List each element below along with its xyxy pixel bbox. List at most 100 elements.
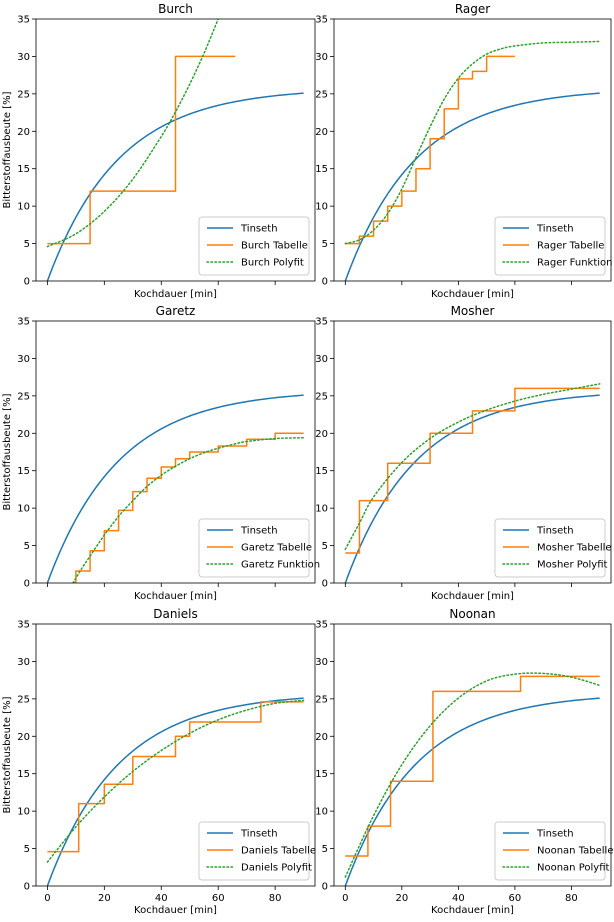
panel-garetz: Garetz 0 5 10 15 20 25 30 35 Kochdauer [min] Bitte…: [2, 304, 320, 602]
y-tick-label: 30: [17, 52, 30, 63]
plot-frame: [35, 18, 316, 282]
legend-label: Rager Tabelle: [537, 241, 604, 252]
series-rager-funktion: [344, 40, 601, 245]
legend-label: Burch Tabelle: [241, 241, 308, 252]
plot-frame: [333, 623, 612, 887]
x-tick-label: 0: [44, 893, 50, 904]
y-tick-label: 25: [17, 391, 30, 402]
panel-title: Burch: [158, 2, 193, 16]
y-tick-label: 25: [315, 391, 328, 402]
x-tick-label: 20: [98, 893, 111, 904]
y-tick-label: 20: [315, 127, 328, 138]
legend-label: Mosher Tabelle: [537, 543, 612, 554]
y-tick-label: 0: [322, 277, 328, 288]
plot-frame: [333, 320, 612, 584]
plot-frame: [35, 320, 316, 584]
y-tick-label: 15: [315, 164, 328, 175]
y-tick-label: 10: [315, 807, 328, 818]
plot-frame: [333, 18, 612, 282]
series-mosher-tabelle: [345, 387, 600, 554]
y-tick-label: 5: [322, 541, 328, 552]
series-noonan-tabelle: [345, 675, 600, 857]
series-tinseth: [46, 394, 304, 583]
series-rager-tabelle: [345, 55, 515, 245]
legend-label: Tinseth: [240, 829, 278, 840]
series-burch-polyfit: [46, 19, 219, 248]
y-tick-label: 25: [17, 694, 30, 705]
x-tick-label: 20: [395, 893, 408, 904]
legend: Tinseth Noonan Tabelle Noonan Polyfit: [494, 821, 614, 881]
y-tick-label: 35: [17, 620, 30, 631]
x-tick-label: 80: [565, 893, 578, 904]
y-tick-label: 35: [315, 15, 328, 26]
legend-label: Tinseth: [536, 829, 574, 840]
y-tick-label: 15: [315, 466, 328, 477]
y-tick-label: 25: [315, 694, 328, 705]
y-tick-label: 15: [315, 769, 328, 780]
panel-title: Mosher: [451, 304, 495, 318]
x-tick-label: 40: [452, 893, 465, 904]
legend-label: Daniels Polyfit: [241, 863, 312, 874]
series-tinseth: [344, 697, 600, 886]
y-tick-label: 0: [24, 277, 30, 288]
panel-mosher: Mosher 0 5 10 15 20 25 30 35 Kochdauer [min] Tinse…: [315, 304, 611, 602]
y-tick-label: 5: [322, 239, 328, 250]
y-tick-label: 5: [24, 239, 30, 250]
y-tick-label: 5: [24, 541, 30, 552]
y-tick-label: 30: [315, 657, 328, 668]
legend-label: Tinseth: [536, 526, 574, 537]
y-axis-label: Bitterstoffausbeute [%]: [2, 393, 13, 510]
y-tick-label: 0: [24, 579, 30, 590]
panel-rager: Rager 0 5 10 15 20 25 30 35 Kochdauer [min] Tinset…: [315, 2, 612, 300]
y-tick-label: 0: [24, 882, 30, 893]
series-garetz-tabelle: [73, 432, 304, 583]
y-tick-label: 20: [17, 127, 30, 138]
series-noonan-polyfit: [344, 672, 601, 878]
y-tick-label: 25: [315, 89, 328, 100]
panel-title: Rager: [455, 2, 490, 16]
legend-label: Garetz Funktion: [241, 560, 320, 571]
y-tick-label: 35: [315, 620, 328, 631]
y-tick-label: 20: [17, 732, 30, 743]
y-tick-label: 20: [315, 429, 328, 440]
y-tick-label: 10: [17, 504, 30, 515]
series-daniels-tabelle: [47, 701, 304, 853]
y-tick-label: 35: [17, 15, 30, 26]
y-tick-label: 35: [315, 317, 328, 328]
y-tick-label: 10: [17, 202, 30, 213]
x-tick-label: 80: [269, 893, 282, 904]
y-tick-label: 0: [322, 579, 328, 590]
y-tick-label: 0: [322, 882, 328, 893]
legend: Tinseth Mosher Tabelle Mosher Polyfit: [494, 518, 612, 578]
y-tick-label: 5: [322, 844, 328, 855]
series-tinseth: [344, 92, 600, 281]
y-tick-label: 30: [315, 52, 328, 63]
x-tick-label: 60: [212, 893, 225, 904]
series-mosher-polyfit: [344, 383, 601, 551]
x-tick-label: 60: [509, 893, 522, 904]
y-axis-label: Bitterstoffausbeute [%]: [2, 696, 13, 813]
y-tick-label: 20: [17, 429, 30, 440]
legend: Tinseth Daniels Tabelle Daniels Polyfit: [198, 821, 316, 881]
y-axis-label: Bitterstoffausbeute [%]: [2, 91, 13, 208]
y-tick-label: 30: [17, 657, 30, 668]
legend-label: Tinseth: [240, 526, 278, 537]
legend-label: Daniels Tabelle: [241, 846, 316, 857]
panel-title: Daniels: [153, 607, 198, 621]
legend: Tinseth Garetz Tabelle Garetz Funktion: [198, 518, 320, 578]
legend-label: Noonan Tabelle: [537, 846, 614, 857]
y-tick-label: 15: [17, 164, 30, 175]
y-tick-label: 25: [17, 89, 30, 100]
x-axis-label: Kochdauer [min]: [134, 905, 217, 916]
legend-label: Mosher Polyfit: [537, 560, 608, 571]
x-tick-label: 0: [342, 893, 348, 904]
legend-label: Rager Funktion: [537, 258, 612, 269]
x-axis-label: Kochdauer [min]: [134, 591, 217, 602]
y-tick-label: 10: [17, 807, 30, 818]
legend-label: Burch Polyfit: [241, 258, 304, 269]
panel-burch: Burch 0 5 10 15 20 25 30 35 Kochdauer [min] Bitter…: [2, 2, 316, 300]
panel-daniels: Daniels 0 5 10 15 20 25 30 35 0 20 40 60 80 Kochdauer …: [2, 607, 316, 916]
y-tick-label: 5: [24, 844, 30, 855]
legend: Tinseth Rager Tabelle Rager Funktion: [494, 216, 612, 276]
